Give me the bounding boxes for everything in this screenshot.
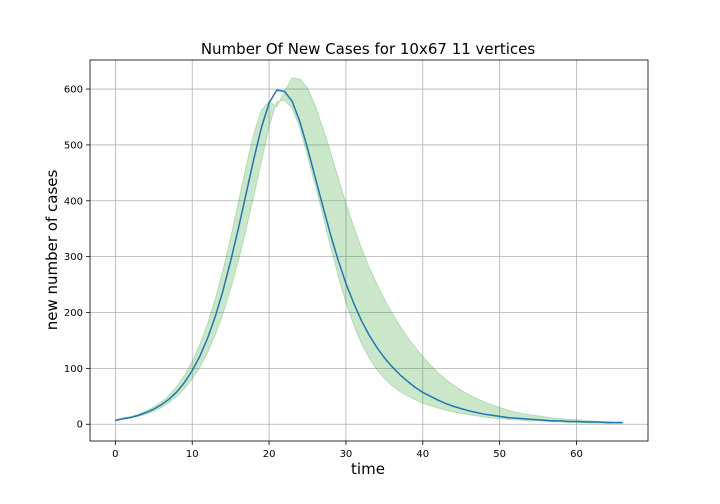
y-tick-label: 200 [64,308,83,319]
x-tick-label: 40 [416,449,429,460]
y-tick-label: 300 [64,252,83,263]
y-tick-label: 600 [64,85,83,96]
y-tick-label: 400 [64,196,83,207]
y-axis-ticks: 0 100 200 300 400 500 600 [64,85,90,431]
x-tick-label: 20 [263,449,276,460]
x-tick-label: 30 [340,449,353,460]
series-line [115,89,623,424]
x-tick-label: 50 [493,449,506,460]
x-axis-title: time [351,460,385,478]
y-tick-label: 100 [64,364,83,375]
y-tick-label: 0 [77,420,83,431]
plot-frame [89,59,649,442]
series-line-layer [115,89,623,424]
grid [90,60,648,441]
chart-title: Number Of New Cases for 10x67 11 vertice… [201,40,536,58]
x-tick-label: 0 [112,449,118,460]
y-tick-label: 500 [64,140,83,151]
x-tick-label: 60 [570,449,583,460]
x-tick-label: 10 [186,449,199,460]
y-axis-title: new number of cases [43,170,61,331]
x-axis-ticks: 0 10 20 30 40 50 60 [112,441,583,460]
